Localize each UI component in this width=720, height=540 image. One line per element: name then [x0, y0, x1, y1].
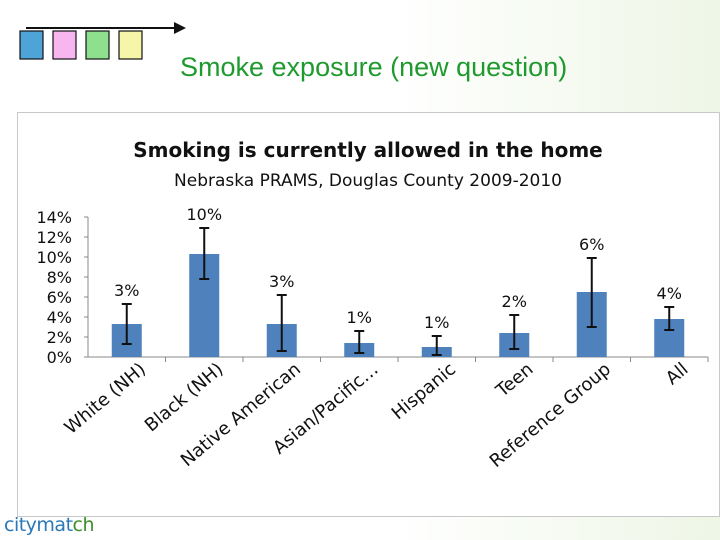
y-tick-label: 0% — [47, 348, 72, 367]
color-square-yellow — [118, 30, 143, 60]
data-label: 2% — [502, 292, 527, 311]
x-tick-label: All — [662, 359, 693, 389]
y-tick-label: 2% — [47, 328, 72, 347]
chart-panel: Smoking is currently allowed in the home… — [17, 112, 720, 517]
y-tick-label: 6% — [47, 288, 72, 307]
arrow-head-icon — [174, 22, 186, 34]
header-decoration — [19, 22, 186, 60]
plot-area: 0%2%4%6%8%10%12%14%3%White (NH)10%Black … — [36, 205, 709, 472]
logo-text-accent: ch — [72, 514, 95, 536]
logo-text-main: citymat — [4, 514, 73, 536]
color-square-blue — [19, 30, 44, 60]
x-tick-label: Hispanic — [388, 359, 460, 424]
color-square-pink — [52, 30, 77, 60]
x-tick-label: Teen — [491, 359, 537, 402]
data-label: 1% — [347, 308, 372, 327]
chart-subtitle: Nebraska PRAMS, Douglas County 2009-2010 — [174, 171, 562, 191]
slide-title: Smoke exposure (new question) — [180, 52, 568, 82]
bar-chart: Smoking is currently allowed in the home… — [36, 138, 709, 472]
x-tick-label: White (NH) — [61, 359, 150, 439]
y-tick-label: 12% — [36, 228, 72, 247]
data-label: 1% — [424, 313, 449, 332]
data-label: 3% — [269, 272, 294, 291]
data-label: 10% — [186, 205, 222, 224]
data-label: 3% — [114, 281, 139, 300]
y-tick-label: 4% — [47, 308, 72, 327]
y-tick-label: 14% — [36, 208, 72, 227]
data-label: 6% — [579, 235, 604, 254]
chart-title: Smoking is currently allowed in the home — [133, 138, 602, 162]
y-tick-label: 10% — [36, 248, 72, 267]
y-tick-label: 8% — [47, 268, 72, 287]
color-square-green — [85, 30, 110, 60]
data-label: 4% — [657, 284, 682, 303]
citymatch-logo: citymatch — [4, 514, 95, 536]
